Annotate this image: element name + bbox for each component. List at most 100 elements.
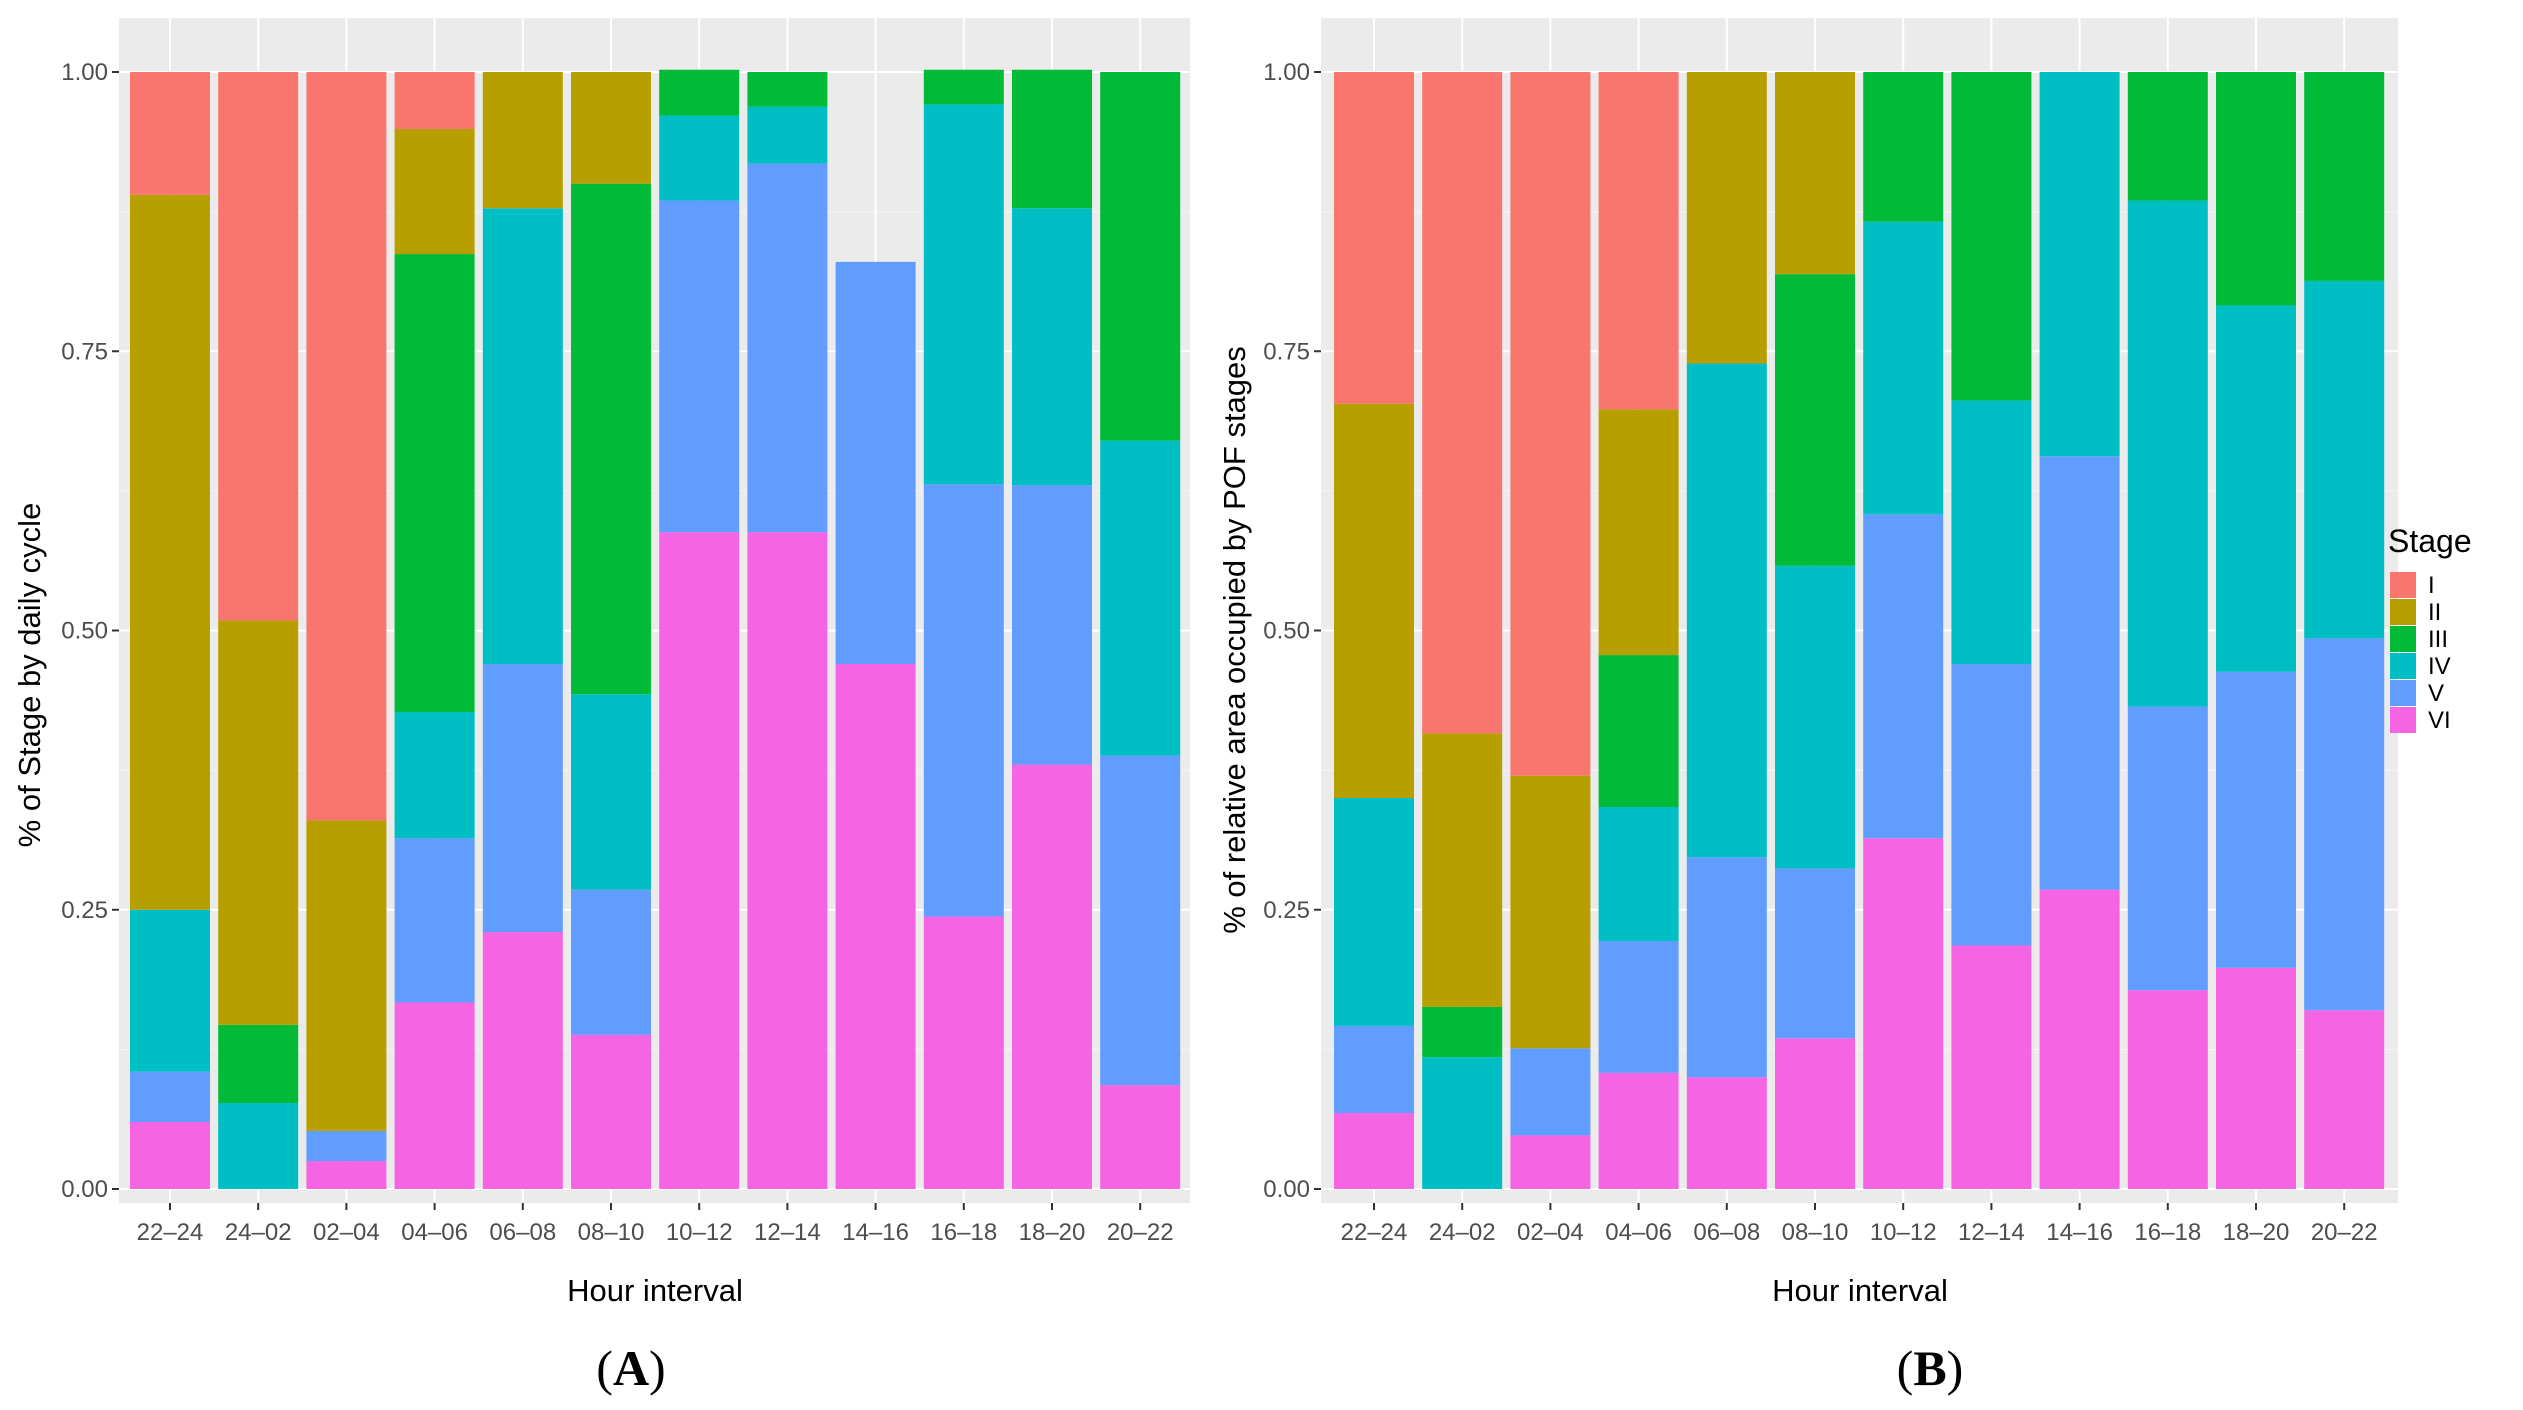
panel-a-bar-segment-v [923,484,1004,917]
panel-b-bar-segment-vi [1510,1135,1591,1189]
panel-b-bar-segment-vi [2039,889,2120,1189]
panel-b-bar-segment-vi [2127,990,2208,1189]
panel-a-y-tick-label: 0.75 [61,338,108,365]
panel-a-bar-segment-v [835,261,916,665]
panel-a-bar-segment-vi [747,532,828,1189]
panel-a-bar-segment-v [394,838,475,1003]
panel-a-bar-segment-vi [130,1121,210,1189]
panel-b-x-tick-label: 08–10 [1782,1219,1849,1246]
panel-a-bar-segment-vi [835,664,916,1189]
panel-b-bar-segment-vi [2304,1010,2385,1189]
panel-b-bar-segment-iii [1775,274,1855,566]
panel-a-bar-segment-vi [571,1034,651,1189]
panel-a-bar-segment-v [130,1071,210,1122]
panel-b-bar-segment-iii [2127,72,2208,201]
panel-a-bar-segment-i [218,72,299,621]
panel-a-x-tick-label: 10–12 [666,1219,733,1246]
panel-a-bar-segment-iii [571,183,651,695]
panel-b-bar-segment-vi [1598,1072,1679,1189]
panel-a-letter: A [613,1340,649,1396]
panel-a-bar-segment-v [747,163,828,533]
panel-a-bar-segment-i [394,72,475,129]
legend-label-iii: III [2428,626,2448,653]
panel-a-bar-segment-i [306,72,387,821]
panel-a-bar-segment-iv [394,712,475,839]
panel-b-x-tick-label: 10–12 [1870,1219,1937,1246]
panel-b-bar-segment-v [1951,664,2032,946]
panel-b-bar-segment-iii [2304,72,2385,281]
panel-a-bar-segment-iii [394,254,475,713]
panel-b-bar-segment-iv [2039,72,2120,457]
panel-a-x-tick-label: 14–16 [842,1219,909,1246]
panel-b-x-tick-label: 18–20 [2223,1219,2290,1246]
panel-b-bar-segment-v [2304,638,2385,1011]
panel-a-bar-segment-vi [394,1002,475,1189]
panel-a-bar-segment-v [1100,755,1181,1086]
panel-b-bar-segment-vi [1334,1113,1414,1189]
panel-a-bar-segment-iv [1100,440,1181,756]
panel-a-x-tick-label: 04–06 [401,1219,468,1246]
panel-a-bar-segment-iii [659,69,740,116]
panel-a-bar-segment-iv [482,208,563,665]
legend-label-vi: VI [2428,707,2451,734]
panel-a-bar-segment-iv [1012,208,1092,486]
panel-b-bar-segment-iv [1422,1057,1503,1189]
panel-a-bar-segment-ii [571,72,651,184]
panel-b-x-tick-label: 12–14 [1958,1219,2025,1246]
panel-b-bars [1334,72,2385,1189]
panel-b-bar-segment-vi [1863,838,1944,1189]
panel-b-x-axis-title: Hour interval [1772,1273,1948,1308]
panel-a-bar-segment-iii [218,1024,299,1103]
panel-b-bar-segment-v [1598,941,1679,1073]
legend-label-iv: IV [2428,653,2451,680]
legend-label-ii: II [2428,599,2441,626]
panel-a-bar-segment-iv [923,104,1004,485]
panel-a-label: (A) [596,1340,665,1396]
panel-b-bar-segment-iv [2304,280,2385,639]
panel-b-bar-segment-vi [2216,967,2296,1189]
panel-a-bar-segment-iv [571,694,651,890]
panel-a-y-tick-label: 0.00 [61,1176,108,1203]
panel-b-x-tick-label: 16–18 [2134,1219,2201,1246]
panel-a-bar-segment-vi [659,532,740,1189]
panel-b-bar-segment-i [1422,72,1503,734]
panel-b-bar-segment-v [2127,706,2208,991]
panel-b: 0.00 0.25 0.50 0.75 1.00 22–24 24–02 02–04 04–0… [1217,18,2398,1396]
panel-b-bar-segment-iv [2216,305,2296,672]
panel-b-bar-segment-ii [1510,775,1591,1049]
panel-b-bar-segment-iv [1951,400,2032,665]
panel-b-bar-segment-i [1598,72,1679,410]
panel-a-x-ticks: 22–24 24–02 02–04 04–06 06–08 08–10 10–12 12–14… [137,1203,1174,1246]
panel-b-bar-segment-vi [1686,1077,1767,1189]
panel-a-bar-segment-vi [923,916,1004,1189]
panel-b-bar-segment-v [1863,514,1944,839]
legend-swatch-vi [2390,707,2416,733]
panel-b-y-axis-title: % of relative area occupied by POF stage… [1217,346,1252,934]
panel-b-bar-segment-v [1334,1025,1414,1114]
panel-b-bar-segment-iv [1334,798,1414,1026]
panel-a-y-ticks: 0.00 0.25 0.50 0.75 1.00 [61,59,119,1203]
panel-b-y-tick-label: 0.75 [1263,338,1310,365]
panel-b-y-tick-label: 1.00 [1263,59,1310,86]
panel-b-x-tick-label: 02–04 [1517,1219,1584,1246]
panel-a-bar-segment-iii [923,69,1004,105]
panel-b-bar-segment-iv [1775,565,1855,869]
panel-a-x-tick-label: 02–04 [313,1219,380,1246]
panel-a-x-axis-title: Hour interval [567,1273,743,1308]
panel-a-y-tick-label: 0.25 [61,897,108,924]
panel-a-bar-segment-v [482,664,563,933]
panel-b-bar-segment-iii [1598,655,1679,807]
panel-a-x-tick-label: 06–08 [489,1219,556,1246]
panel-a-bar-segment-v [659,200,740,533]
panel-a-bar-segment-iii [1012,69,1092,209]
panel-b-bar-segment-iii [2216,72,2296,306]
panel-b-bar-segment-v [1510,1048,1591,1136]
panel-a-bar-segment-ii [482,72,563,209]
legend-swatch-i [2390,572,2416,598]
panel-b-bar-segment-iv [1686,363,1767,858]
legend-swatch-v [2390,680,2416,706]
panel-b-bar-segment-ii [1422,733,1503,1007]
panel-a-bar-segment-vi [1100,1085,1181,1189]
